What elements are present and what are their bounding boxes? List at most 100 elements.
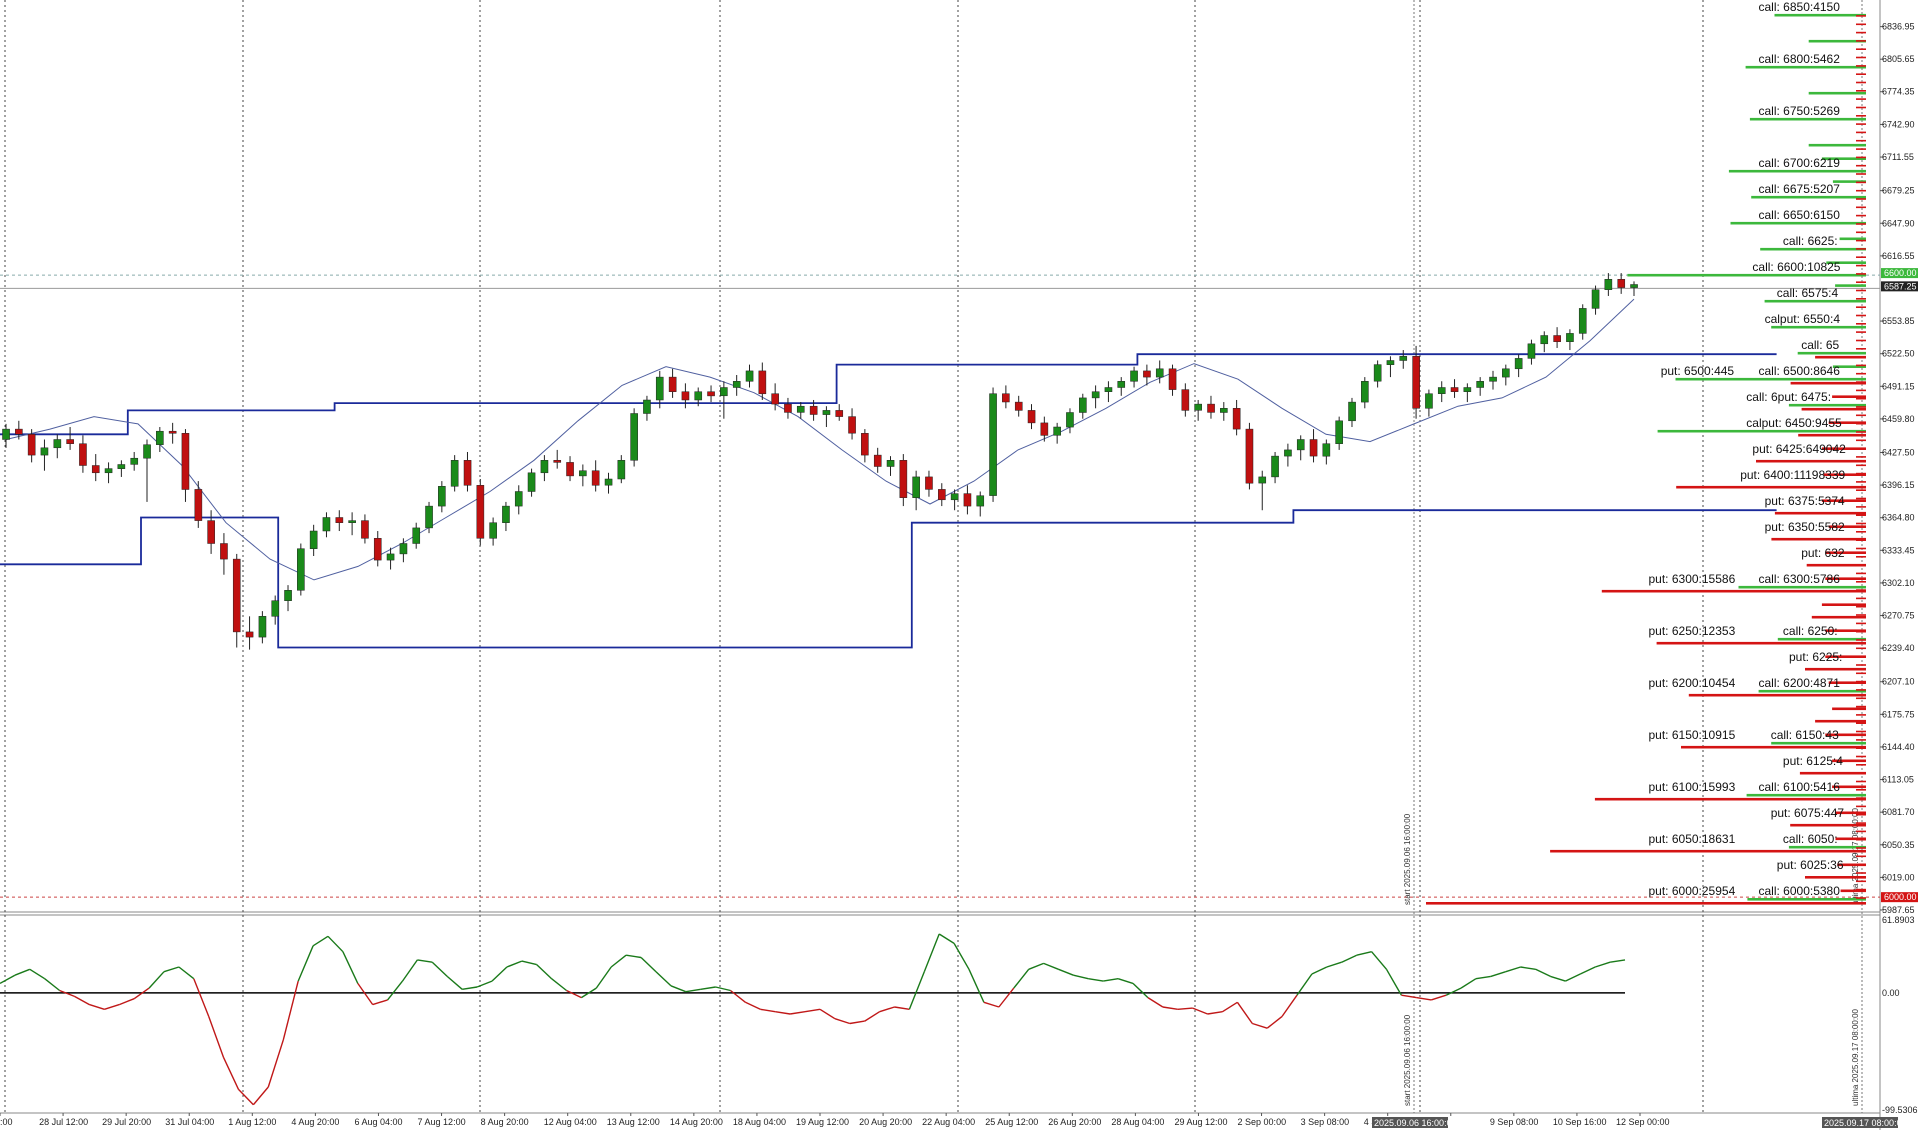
candle-body xyxy=(1232,408,1241,430)
put-oi-bar xyxy=(1825,655,1866,658)
candle-body xyxy=(976,495,985,507)
time-tick-label: 19 Aug 12:00 xyxy=(796,1117,849,1127)
put-level-label: put: 6375:5374 xyxy=(1765,494,1845,508)
candle xyxy=(463,451,472,492)
price-tick-label: 6553.85 xyxy=(1882,316,1915,326)
candle-body xyxy=(822,410,831,415)
candle xyxy=(1014,395,1023,417)
candle-body xyxy=(835,410,844,417)
call-oi-bar xyxy=(1746,793,1866,797)
candle xyxy=(40,439,49,471)
candle xyxy=(1399,350,1408,369)
candle-body xyxy=(1066,412,1074,428)
time-highlight-start-box xyxy=(1372,1117,1448,1128)
put-level-label: put: 6125:4 xyxy=(1783,754,1843,768)
oi-tick xyxy=(1856,181,1866,184)
candle-body xyxy=(1502,368,1510,378)
put-level-label: put: 6025:36 xyxy=(1777,858,1844,872)
candle-body xyxy=(1399,356,1408,361)
oi-tick xyxy=(1856,472,1866,475)
candle xyxy=(2,423,10,448)
put-oi-bar xyxy=(1805,667,1866,671)
candle xyxy=(1463,383,1472,403)
candle xyxy=(53,434,62,459)
price-channel xyxy=(0,353,1777,649)
price-tick-label: 6679.25 xyxy=(1882,186,1915,196)
price-tick-label: 6333.45 xyxy=(1882,545,1915,555)
candle-body xyxy=(1027,410,1036,424)
time-tick-label: 29 Jul 20:00 xyxy=(102,1117,151,1127)
oscillator-segment xyxy=(1385,968,1403,996)
put-level-label: put: 6200:10454 xyxy=(1649,676,1736,690)
oscillator-segment xyxy=(1371,951,1388,970)
oscillator-segment xyxy=(1117,978,1134,985)
oi-tick xyxy=(1856,464,1866,467)
oscillator-segment xyxy=(760,1008,776,1013)
oscillator-segment xyxy=(431,961,448,977)
candle-body xyxy=(322,517,331,532)
candle-body xyxy=(399,543,408,555)
candle-body xyxy=(258,616,267,638)
oi-tick xyxy=(1856,414,1866,417)
oi-tick xyxy=(1856,888,1866,891)
candle xyxy=(438,481,446,513)
oi-tick xyxy=(1856,148,1866,150)
oi-tick xyxy=(1856,564,1866,566)
oscillator-segment xyxy=(1252,1022,1268,1029)
time-tick-label: 20 Aug 20:00 xyxy=(859,1117,912,1127)
put-oi-bar xyxy=(1821,499,1866,502)
price-tick-label: 6175.75 xyxy=(1882,709,1915,719)
candle xyxy=(540,455,549,482)
time-tick-label: 26 Aug 20:00 xyxy=(1048,1117,1101,1127)
oscillator-tick-label: -99.5306 xyxy=(1882,1105,1918,1115)
price-tick-label: 6522.50 xyxy=(1882,349,1915,359)
candle-body xyxy=(386,553,395,561)
oscillator-segment xyxy=(894,1006,910,1010)
candle xyxy=(886,456,895,476)
oi-tick xyxy=(1856,639,1866,641)
candle xyxy=(297,543,305,596)
oscillator-segment xyxy=(998,987,1015,1008)
candle xyxy=(1104,381,1113,403)
candle-body xyxy=(989,393,997,496)
oi-tick xyxy=(1856,198,1866,200)
oscillator-segment xyxy=(1356,951,1372,956)
oscillator-segment xyxy=(715,986,731,992)
candle xyxy=(1335,416,1343,450)
call-oi-bar xyxy=(1751,195,1866,199)
candle xyxy=(1002,385,1010,409)
candle-body xyxy=(694,391,703,401)
candle-body xyxy=(335,517,344,523)
candle xyxy=(130,451,139,471)
candle xyxy=(1322,439,1331,465)
candle-body xyxy=(156,430,164,445)
candle-body xyxy=(617,460,626,480)
candle xyxy=(1373,360,1382,388)
call-oi-bar xyxy=(1821,157,1866,160)
candle-body xyxy=(1220,408,1228,413)
oi-tick xyxy=(1856,764,1866,766)
candle xyxy=(848,408,856,440)
candle xyxy=(399,538,408,563)
oscillator-segment xyxy=(1296,973,1313,996)
oscillator-segment xyxy=(1147,997,1164,1008)
candle-body xyxy=(1463,387,1472,392)
oi-tick xyxy=(1856,672,1866,675)
candle-body xyxy=(66,439,74,444)
oi-tick xyxy=(1856,481,1866,483)
oi-tick xyxy=(1856,805,1866,808)
time-tick-label: 1 Aug 12:00 xyxy=(228,1117,276,1127)
candle-body xyxy=(1143,370,1151,378)
oi-tick xyxy=(1856,331,1866,333)
candle-body xyxy=(1386,360,1395,365)
oi-tick xyxy=(1856,372,1866,375)
call-oi-bar xyxy=(1675,377,1866,381)
put-oi-bar xyxy=(1426,902,1866,905)
candle xyxy=(1604,273,1613,296)
candle xyxy=(1450,379,1459,398)
oi-tick xyxy=(1856,689,1866,691)
candle xyxy=(1271,451,1279,484)
oi-tick xyxy=(1856,206,1866,209)
put-oi-bar xyxy=(1823,473,1866,476)
candle xyxy=(450,455,459,492)
